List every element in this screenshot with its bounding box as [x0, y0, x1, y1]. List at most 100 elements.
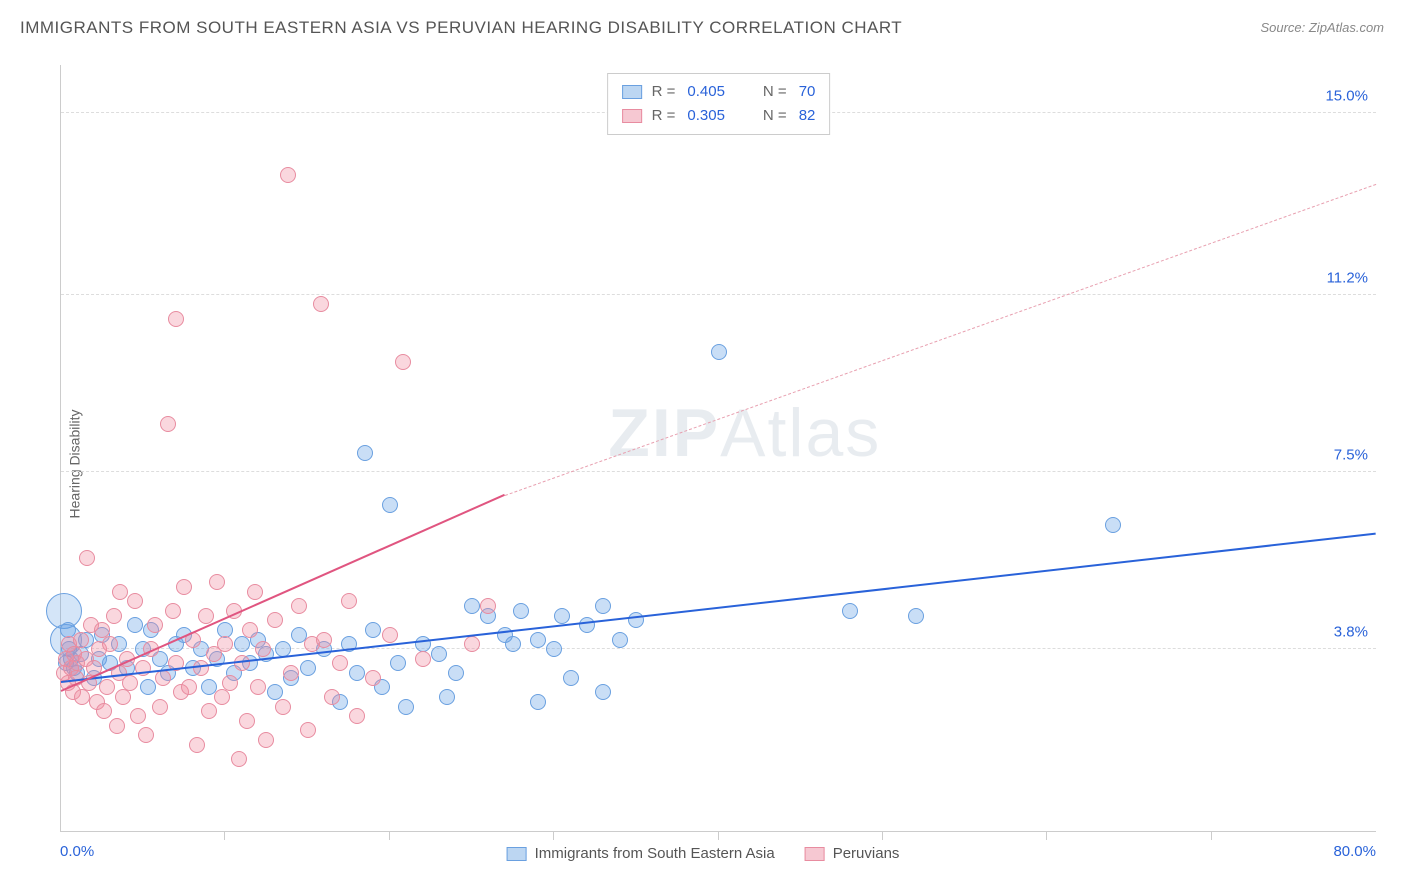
data-point: [176, 579, 192, 595]
legend-n-label: N =: [763, 104, 787, 128]
gridline: [61, 471, 1376, 472]
data-point: [612, 632, 628, 648]
data-point: [316, 632, 332, 648]
data-point: [79, 550, 95, 566]
data-point: [234, 636, 250, 652]
chart-title: IMMIGRANTS FROM SOUTH EASTERN ASIA VS PE…: [20, 18, 902, 38]
data-point: [349, 665, 365, 681]
data-point: [579, 617, 595, 633]
data-point: [554, 608, 570, 624]
data-point: [242, 622, 258, 638]
data-point: [563, 670, 579, 686]
data-point: [357, 445, 373, 461]
legend-stats: R =0.405N =70R =0.305N =82: [607, 73, 831, 135]
data-point: [300, 660, 316, 676]
x-tick-mark: [718, 832, 719, 840]
data-point: [102, 636, 118, 652]
data-point: [168, 311, 184, 327]
data-point: [112, 584, 128, 600]
data-point: [258, 732, 274, 748]
data-point: [181, 679, 197, 695]
legend-r-value: 0.305: [687, 104, 725, 128]
y-tick-label: 15.0%: [1325, 87, 1368, 104]
x-tick-mark: [553, 832, 554, 840]
legend-label: Peruvians: [833, 845, 900, 862]
data-point: [109, 718, 125, 734]
data-point: [267, 612, 283, 628]
data-point: [209, 574, 225, 590]
trend-line: [505, 184, 1377, 496]
data-point: [382, 627, 398, 643]
data-point: [382, 497, 398, 513]
data-point: [255, 641, 271, 657]
legend-label: Immigrants from South Eastern Asia: [535, 845, 775, 862]
data-point: [130, 708, 146, 724]
data-point: [147, 617, 163, 633]
data-point: [313, 296, 329, 312]
data-point: [595, 598, 611, 614]
data-point: [842, 603, 858, 619]
data-point: [222, 675, 238, 691]
data-point: [152, 699, 168, 715]
data-point: [530, 694, 546, 710]
legend-n-label: N =: [763, 80, 787, 104]
trend-line: [61, 532, 1376, 682]
data-point: [332, 655, 348, 671]
data-point: [96, 703, 112, 719]
data-point: [448, 665, 464, 681]
data-point: [122, 675, 138, 691]
data-point: [73, 632, 89, 648]
data-point: [505, 636, 521, 652]
watermark: ZIPAtlas: [608, 394, 881, 472]
data-point: [280, 167, 296, 183]
data-point: [217, 636, 233, 652]
legend-item: Peruvians: [805, 845, 900, 862]
x-tick-mark: [224, 832, 225, 840]
data-point: [283, 665, 299, 681]
data-point: [546, 641, 562, 657]
data-point: [395, 354, 411, 370]
data-point: [464, 598, 480, 614]
legend-swatch: [805, 847, 825, 861]
legend-r-label: R =: [652, 104, 676, 128]
data-point: [247, 584, 263, 600]
data-point: [439, 689, 455, 705]
y-tick-label: 7.5%: [1334, 446, 1368, 463]
data-point: [530, 632, 546, 648]
data-point: [250, 679, 266, 695]
data-point: [74, 689, 90, 705]
data-point: [908, 608, 924, 624]
x-tick-mark: [882, 832, 883, 840]
data-point: [99, 679, 115, 695]
legend-swatch: [622, 85, 642, 99]
data-point: [398, 699, 414, 715]
data-point: [595, 684, 611, 700]
data-point: [464, 636, 480, 652]
data-point: [115, 689, 131, 705]
x-tick-mark: [389, 832, 390, 840]
data-point: [300, 722, 316, 738]
data-point: [1105, 517, 1121, 533]
legend-stats-row: R =0.305N =82: [622, 104, 816, 128]
legend-swatch: [507, 847, 527, 861]
data-point: [341, 593, 357, 609]
data-point: [198, 608, 214, 624]
data-point: [711, 344, 727, 360]
x-tick-mark: [1046, 832, 1047, 840]
data-point: [160, 416, 176, 432]
data-point: [239, 713, 255, 729]
legend-n-value: 70: [799, 80, 816, 104]
gridline: [61, 294, 1376, 295]
data-point: [349, 708, 365, 724]
data-point: [513, 603, 529, 619]
legend-series: Immigrants from South Eastern Asia Peruvi…: [507, 845, 900, 862]
data-point: [415, 651, 431, 667]
plot-area: ZIPAtlas R =0.405N =70R =0.305N =82 3.8%…: [60, 65, 1376, 832]
data-point: [291, 598, 307, 614]
data-point: [480, 598, 496, 614]
x-tick-min: 0.0%: [60, 843, 94, 860]
data-point: [189, 737, 205, 753]
data-point: [275, 699, 291, 715]
data-point: [201, 703, 217, 719]
source-label: Source: ZipAtlas.com: [1260, 20, 1384, 35]
